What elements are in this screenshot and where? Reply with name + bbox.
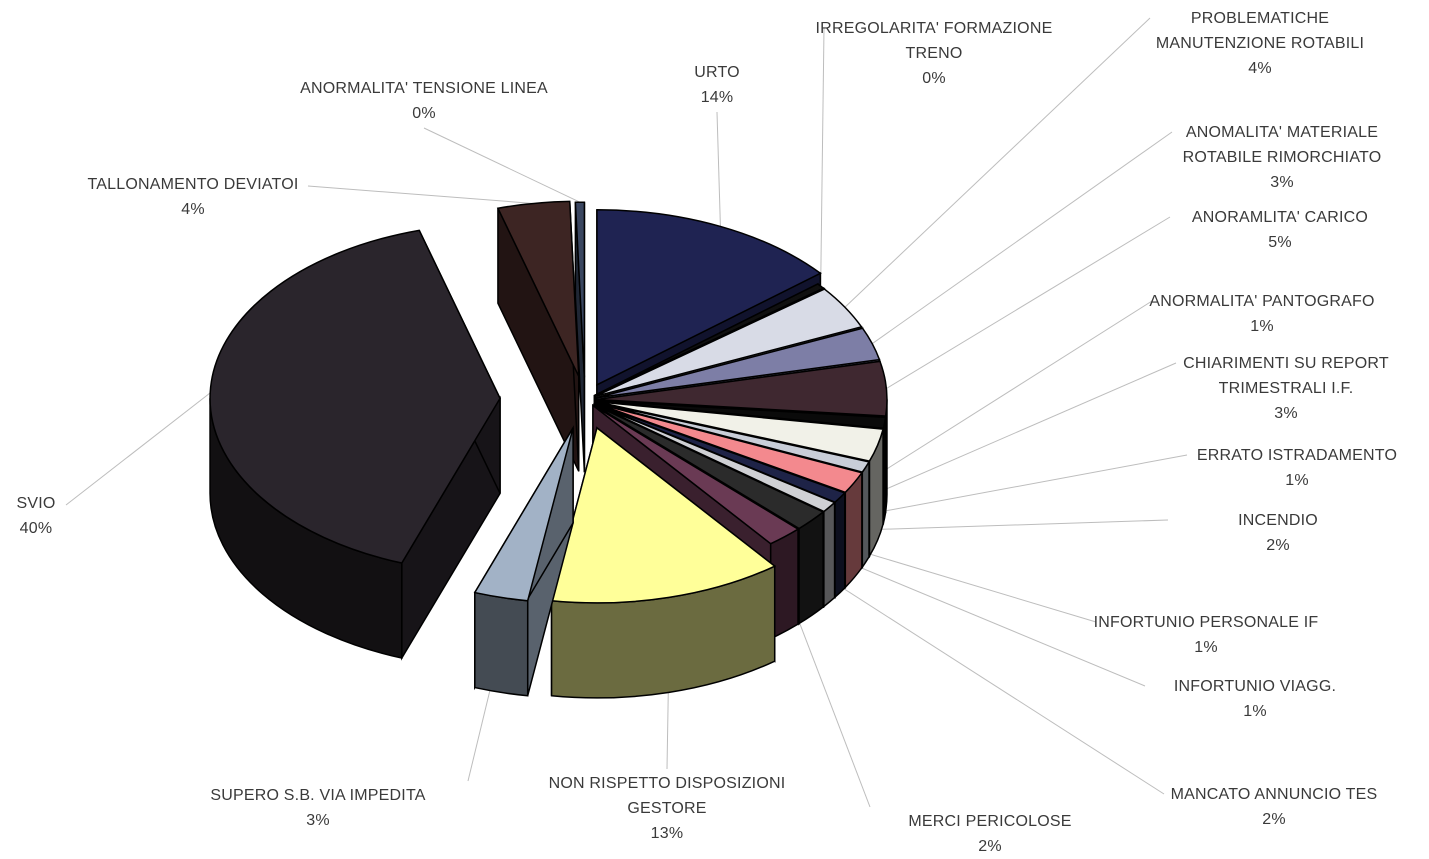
slice-name: ROTABILE RIMORCHIATO xyxy=(1182,149,1382,166)
slice-name: ANOMALITA' MATERIALE xyxy=(1185,124,1379,141)
slice-label: MERCI PERICOLOSE 2% xyxy=(908,809,1071,859)
slice-name: SVIO xyxy=(16,495,56,512)
slice-percent: 2% xyxy=(978,838,1002,855)
slice-name: ANORMALITA' PANTOGRAFO xyxy=(1149,293,1375,310)
slice-name: MANCATO ANNUNCIO TES xyxy=(1170,786,1378,803)
leader-line xyxy=(829,554,1146,687)
slice-percent: 1% xyxy=(1194,639,1218,656)
leader-line xyxy=(844,17,1151,308)
pie-slice xyxy=(574,201,586,473)
leader-line xyxy=(423,127,581,203)
slice-label: ANOMALITA' MATERIALE ROTABILE RIMORCHIATO… xyxy=(1183,120,1382,195)
slice-label: ANORMALITA' TENSIONE LINEA 0% xyxy=(300,76,548,126)
slice-percent: 0% xyxy=(412,105,436,122)
leader-line xyxy=(886,216,1171,389)
slice-label: PROBLEMATICHE MANUTENZIONE ROTABILI 4% xyxy=(1156,6,1364,81)
pie-slice xyxy=(496,200,580,472)
slice-percent: 40% xyxy=(19,520,53,537)
slice-label: TALLONAMENTO DEVIATOI 4% xyxy=(87,172,298,222)
slice-name: TRENO xyxy=(905,45,963,62)
leader-line xyxy=(811,567,1165,795)
leader-line xyxy=(877,362,1177,494)
slice-top xyxy=(594,283,825,397)
slice-name: MANUTENZIONE ROTABILI xyxy=(1155,35,1365,52)
slice-top xyxy=(596,400,887,430)
slice-label: NON RISPETTO DISPOSIZIONI GESTORE 13% xyxy=(549,771,786,846)
leader-line xyxy=(884,300,1153,471)
slice-label: SVIO 40% xyxy=(16,491,55,541)
slice-name: CHIARIMENTI SU REPORT xyxy=(1183,355,1389,372)
leader-line xyxy=(871,131,1173,345)
slice-percent: 2% xyxy=(1262,811,1286,828)
slice-percent: 1% xyxy=(1243,703,1267,720)
slice-top xyxy=(209,229,501,564)
slice-label: INFORTUNIO PERSONALE IF 1% xyxy=(1094,610,1319,660)
pie-slice xyxy=(473,425,574,697)
slice-top xyxy=(473,427,574,602)
slice-label: URTO 14% xyxy=(694,60,740,110)
slice-percent: 0% xyxy=(922,70,946,87)
slice-name: MERCI PERICOLOSE xyxy=(908,813,1072,830)
slice-name: TRIMESTRALI I.F. xyxy=(1218,380,1354,397)
slice-percent: 2% xyxy=(1266,537,1290,554)
slice-top xyxy=(592,404,800,545)
slice-percent: 3% xyxy=(1274,405,1298,422)
slice-name: SUPERO S.B. VIA IMPEDITA xyxy=(210,787,426,804)
slice-top xyxy=(596,327,881,399)
leader-line xyxy=(865,454,1188,516)
slice-name: IRREGOLARITA' FORMAZIONE xyxy=(815,20,1053,37)
pie-slices xyxy=(209,200,888,699)
slice-percent: 3% xyxy=(306,812,330,829)
slice-wall xyxy=(861,459,870,570)
slice-percent: 4% xyxy=(181,201,205,218)
slice-name: INFORTUNIO VIAGG. xyxy=(1173,678,1337,695)
slice-top xyxy=(593,404,825,530)
slice-percent: 4% xyxy=(1248,60,1272,77)
slice-label: CHIARIMENTI SU REPORT TRIMESTRALI I.F. 3% xyxy=(1183,351,1389,426)
slice-label: IRREGOLARITA' FORMAZIONE TRENO 0% xyxy=(816,16,1053,91)
slice-name: INCENDIO xyxy=(1238,512,1318,529)
leader-line xyxy=(716,111,721,227)
slice-wall xyxy=(474,591,529,697)
pie-slice xyxy=(550,426,777,699)
slice-name: ERRATO ISTRADAMENTO xyxy=(1196,447,1398,464)
slice-top xyxy=(496,200,580,377)
slice-wall xyxy=(798,510,824,625)
slice-label: INFORTUNIO VIAGG. 1% xyxy=(1174,674,1336,724)
slice-top xyxy=(596,360,888,417)
slice-percent: 1% xyxy=(1285,472,1309,489)
slice-label: ANORAMLITA' CARICO 5% xyxy=(1192,205,1368,255)
slice-label: ERRATO ISTRADAMENTO 1% xyxy=(1197,443,1397,493)
slice-name: PROBLEMATICHE xyxy=(1190,10,1330,27)
slice-percent: 13% xyxy=(650,825,684,842)
slice-wall xyxy=(834,491,846,599)
slice-name: GESTORE xyxy=(627,800,707,817)
leader-line xyxy=(65,392,211,506)
slice-percent: 1% xyxy=(1250,318,1274,335)
slice-percent: 14% xyxy=(700,89,734,106)
slice-label: MANCATO ANNUNCIO TES 2% xyxy=(1171,782,1378,832)
slice-percent: 3% xyxy=(1270,174,1294,191)
slice-wall xyxy=(823,500,836,609)
slice-label: ANORMALITA' PANTOGRAFO 1% xyxy=(1149,289,1374,339)
slice-name: NON RISPETTO DISPOSIZIONI xyxy=(548,775,786,792)
slice-top xyxy=(595,288,863,398)
leader-line xyxy=(820,27,825,287)
slice-name: URTO xyxy=(694,64,740,81)
slice-top xyxy=(596,209,822,387)
slice-name: ANORMALITA' TENSIONE LINEA xyxy=(300,80,548,97)
leader-line xyxy=(854,519,1169,531)
leader-line xyxy=(839,544,1097,623)
slice-top xyxy=(574,201,586,378)
slice-label: SUPERO S.B. VIA IMPEDITA 3% xyxy=(210,783,425,833)
pie-slice xyxy=(209,229,501,661)
slice-top xyxy=(550,426,777,604)
leader-line xyxy=(307,185,534,204)
slice-name: TALLONAMENTO DEVIATOI xyxy=(87,176,299,193)
slice-label: INCENDIO 2% xyxy=(1238,508,1318,558)
slice-name: INFORTUNIO PERSONALE IF xyxy=(1093,614,1319,631)
slice-percent: 5% xyxy=(1268,234,1292,251)
slice-name: ANORAMLITA' CARICO xyxy=(1191,209,1369,226)
